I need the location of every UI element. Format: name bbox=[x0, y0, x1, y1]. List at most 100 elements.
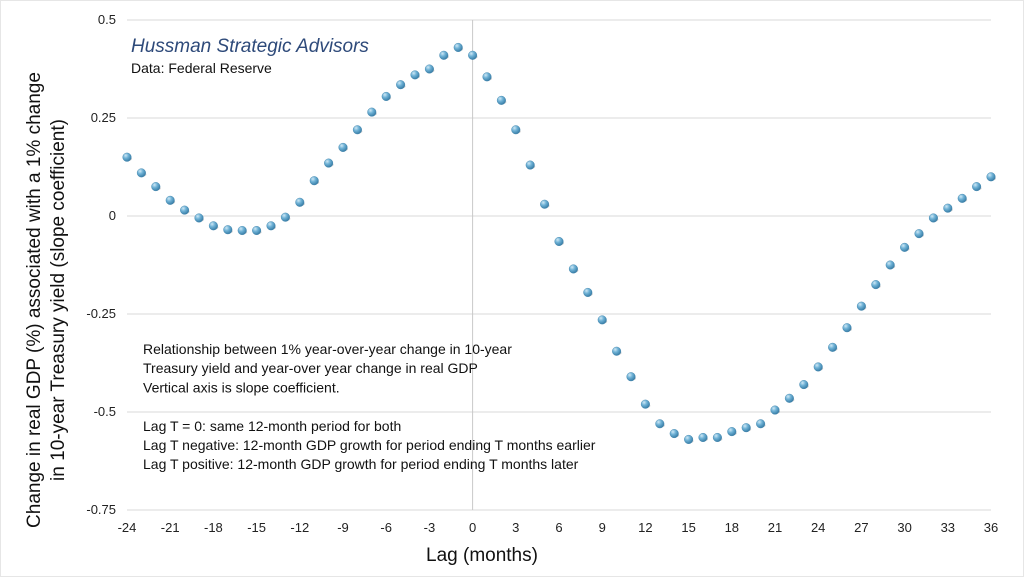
data-point bbox=[496, 95, 506, 105]
data-point bbox=[712, 432, 722, 442]
data-point bbox=[684, 434, 694, 444]
data-point bbox=[856, 301, 866, 311]
data-point bbox=[381, 91, 391, 101]
data-point bbox=[324, 158, 334, 168]
data-point bbox=[180, 205, 190, 215]
data-point bbox=[568, 264, 578, 274]
data-point bbox=[900, 242, 910, 252]
data-point bbox=[784, 393, 794, 403]
data-point bbox=[295, 197, 305, 207]
x-tick-label: 9 bbox=[599, 520, 606, 535]
data-point bbox=[914, 229, 924, 239]
brand-label: Hussman Strategic Advisors bbox=[131, 36, 369, 57]
x-tick-label: -3 bbox=[424, 520, 436, 535]
x-tick-label: -6 bbox=[380, 520, 392, 535]
annotation-line: Treasury yield and year-over year change… bbox=[143, 360, 478, 376]
data-point bbox=[136, 168, 146, 178]
y-tick-label: 0.25 bbox=[91, 110, 116, 125]
annotation-line: Vertical axis is slope coefficient. bbox=[143, 379, 340, 395]
x-tick-label: 15 bbox=[681, 520, 695, 535]
x-tick-label: 30 bbox=[897, 520, 911, 535]
source-label: Data: Federal Reserve bbox=[131, 60, 272, 76]
x-tick-label: 21 bbox=[768, 520, 782, 535]
data-point bbox=[770, 405, 780, 415]
data-point bbox=[554, 236, 564, 246]
data-point bbox=[165, 195, 175, 205]
data-point bbox=[252, 226, 262, 236]
data-point bbox=[842, 323, 852, 333]
x-tick-label: 3 bbox=[512, 520, 519, 535]
data-point bbox=[928, 213, 938, 223]
x-tick-labels: -24 -21 -18 -15 -12 -9 -6 -3 0 3 6 9 12 15 18 21 24 27 30 3… bbox=[118, 520, 999, 535]
data-point bbox=[237, 226, 247, 236]
y-tick-labels: 0.5 0.25 0 -0.25 -0.5 -0.75 bbox=[86, 12, 116, 517]
data-point bbox=[352, 125, 362, 135]
data-point bbox=[972, 182, 982, 192]
y-axis-title-line-1: Change in real GDP (%) associated with a… bbox=[24, 72, 45, 528]
x-tick-label: 18 bbox=[725, 520, 739, 535]
data-point bbox=[511, 125, 521, 135]
x-tick-label: 33 bbox=[941, 520, 955, 535]
x-tick-label: -24 bbox=[118, 520, 137, 535]
data-point bbox=[813, 362, 823, 372]
data-point bbox=[482, 72, 492, 82]
data-point bbox=[871, 280, 881, 290]
y-axis-title-line-2: in 10-year Treasury yield (slope coeffic… bbox=[48, 119, 69, 481]
data-point bbox=[799, 380, 809, 390]
data-point bbox=[583, 287, 593, 297]
data-point bbox=[828, 342, 838, 352]
x-tick-label: 36 bbox=[984, 520, 998, 535]
data-point bbox=[957, 193, 967, 203]
x-tick-label: -15 bbox=[247, 520, 266, 535]
data-point bbox=[612, 346, 622, 356]
data-point bbox=[151, 182, 161, 192]
data-point bbox=[223, 225, 233, 235]
data-point bbox=[424, 64, 434, 74]
data-point bbox=[698, 432, 708, 442]
data-point bbox=[194, 213, 204, 223]
y-tick-label: -0.75 bbox=[86, 502, 116, 517]
annotation-line: Lag T positive: 12-month GDP growth for … bbox=[143, 456, 579, 472]
data-point bbox=[540, 199, 550, 209]
x-tick-label: 27 bbox=[854, 520, 868, 535]
annotation-block: Relationship between 1% year-over-year c… bbox=[143, 341, 596, 472]
data-point bbox=[986, 172, 996, 182]
x-tick-label: 12 bbox=[638, 520, 652, 535]
data-point bbox=[525, 160, 535, 170]
y-tick-label: -0.25 bbox=[86, 306, 116, 321]
data-point bbox=[266, 221, 276, 231]
gridlines bbox=[127, 19, 991, 511]
x-tick-label: 0 bbox=[469, 520, 476, 535]
data-point bbox=[410, 70, 420, 80]
data-point bbox=[741, 423, 751, 433]
data-point bbox=[885, 260, 895, 270]
y-tick-label: 0.5 bbox=[98, 12, 116, 27]
y-tick-label: -0.5 bbox=[94, 404, 116, 419]
data-point bbox=[669, 429, 679, 439]
data-point bbox=[453, 42, 463, 52]
data-point bbox=[396, 80, 406, 90]
x-tick-label: -21 bbox=[161, 520, 180, 535]
data-point bbox=[640, 399, 650, 409]
data-points bbox=[122, 42, 996, 444]
data-point bbox=[756, 419, 766, 429]
data-point bbox=[597, 315, 607, 325]
x-tick-label: -9 bbox=[337, 520, 349, 535]
data-point bbox=[309, 176, 319, 186]
data-point bbox=[338, 142, 348, 152]
annotation-line: Relationship between 1% year-over-year c… bbox=[143, 341, 512, 357]
data-point bbox=[208, 221, 218, 231]
x-tick-label: -18 bbox=[204, 520, 223, 535]
data-point bbox=[727, 427, 737, 437]
data-point bbox=[122, 152, 132, 162]
annotation-line: Lag T = 0: same 12-month period for both bbox=[143, 418, 401, 434]
data-point bbox=[367, 107, 377, 117]
data-point bbox=[626, 372, 636, 382]
x-tick-label: -12 bbox=[290, 520, 309, 535]
annotation-line: Lag T negative: 12-month GDP growth for … bbox=[143, 437, 596, 453]
data-point bbox=[439, 50, 449, 60]
